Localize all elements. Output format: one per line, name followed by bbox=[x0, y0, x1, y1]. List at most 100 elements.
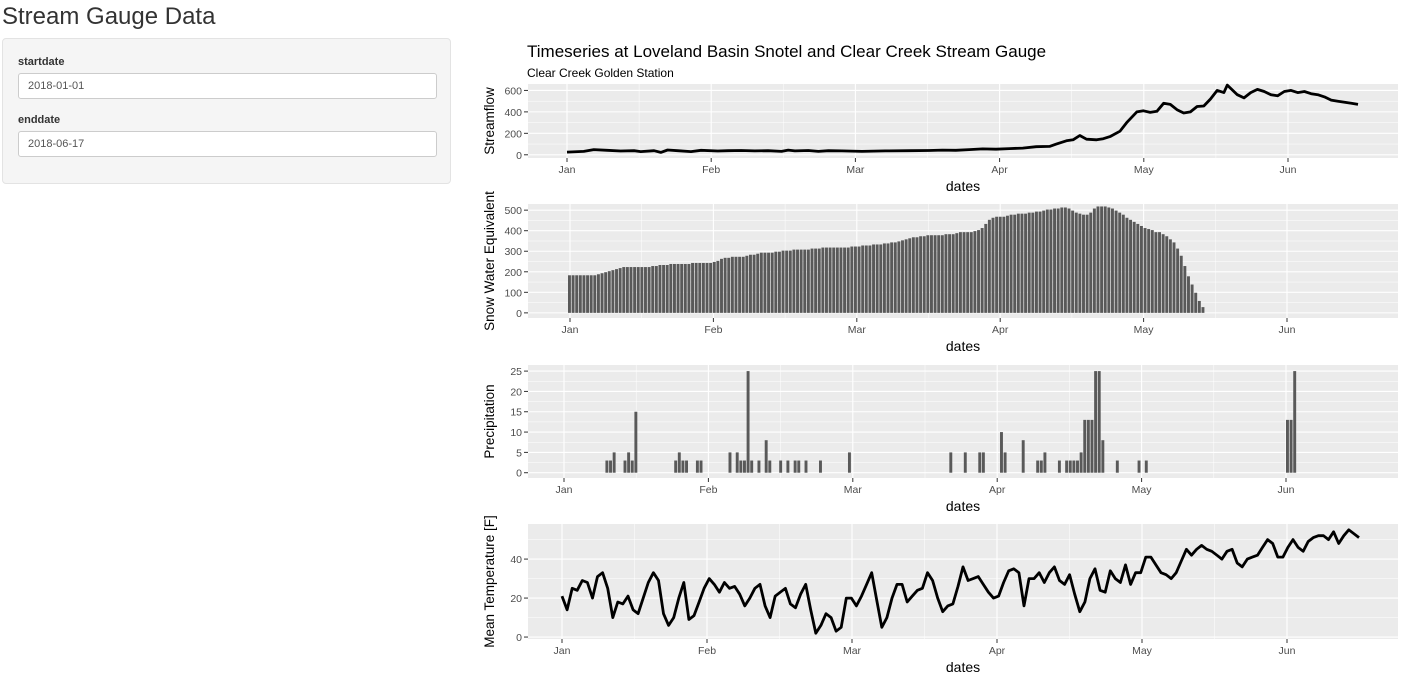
bar bbox=[1103, 206, 1107, 313]
bar bbox=[904, 239, 908, 313]
bar bbox=[1003, 452, 1007, 473]
bar bbox=[1076, 460, 1079, 473]
x-tick-label: May bbox=[1134, 164, 1155, 176]
bar bbox=[586, 275, 590, 313]
bar bbox=[1289, 419, 1293, 473]
bar bbox=[948, 234, 952, 313]
bar bbox=[1094, 371, 1098, 473]
bar bbox=[908, 238, 912, 313]
bar bbox=[709, 262, 713, 313]
bar bbox=[630, 460, 634, 473]
bar bbox=[1060, 207, 1064, 313]
y-tick-label: 200 bbox=[504, 267, 522, 279]
bar bbox=[819, 460, 822, 473]
bar bbox=[735, 452, 739, 473]
bar bbox=[727, 257, 731, 313]
bar bbox=[1086, 419, 1090, 473]
bar bbox=[658, 265, 662, 313]
x-tick-label: Feb bbox=[702, 164, 720, 176]
startdate-input[interactable] bbox=[18, 73, 437, 99]
bar bbox=[768, 460, 772, 473]
bar bbox=[633, 267, 637, 313]
bar bbox=[651, 266, 655, 313]
bar bbox=[752, 254, 756, 313]
x-tick-label: Apr bbox=[991, 164, 1008, 176]
x-tick-label: May bbox=[1132, 645, 1153, 657]
bar bbox=[955, 233, 959, 313]
enddate-input[interactable] bbox=[18, 131, 437, 157]
bar bbox=[1078, 213, 1082, 313]
bar bbox=[644, 267, 647, 313]
bar bbox=[746, 371, 750, 473]
x-tick-label: Jun bbox=[1279, 324, 1296, 336]
bar bbox=[568, 275, 571, 313]
x-tick-label: Apr bbox=[989, 484, 1006, 496]
bar bbox=[1101, 440, 1105, 473]
bar bbox=[1039, 460, 1043, 473]
x-tick-label: Feb bbox=[704, 324, 722, 336]
bar bbox=[962, 232, 966, 313]
bar bbox=[1056, 208, 1060, 313]
bar bbox=[978, 452, 982, 473]
bar bbox=[793, 460, 797, 473]
bar bbox=[1013, 214, 1017, 313]
bar bbox=[1293, 371, 1297, 473]
bar bbox=[662, 265, 666, 313]
bar bbox=[949, 452, 953, 473]
bar bbox=[1118, 212, 1122, 313]
bar bbox=[609, 460, 612, 473]
x-axis-title: dates bbox=[946, 498, 980, 514]
bar bbox=[1115, 460, 1119, 473]
bar bbox=[832, 247, 836, 313]
bar bbox=[705, 262, 709, 313]
bar bbox=[774, 251, 778, 313]
bar bbox=[1045, 209, 1049, 313]
enddate-label: enddate bbox=[18, 114, 61, 126]
y-tick-label: 0 bbox=[516, 468, 522, 480]
bar bbox=[785, 250, 789, 313]
bar bbox=[677, 452, 681, 473]
bar bbox=[797, 460, 801, 473]
x-tick-label: Jun bbox=[1279, 645, 1296, 657]
bar bbox=[1053, 208, 1056, 313]
bar bbox=[969, 232, 973, 313]
bar bbox=[847, 452, 851, 473]
bar bbox=[1143, 228, 1147, 313]
y-axis-title: Precipitation bbox=[482, 384, 497, 458]
x-tick-label: May bbox=[1134, 324, 1155, 336]
bar bbox=[973, 231, 977, 313]
bar bbox=[810, 248, 814, 313]
bar bbox=[654, 266, 658, 313]
bar bbox=[1063, 207, 1067, 313]
bar bbox=[786, 460, 790, 473]
bar bbox=[984, 223, 988, 313]
bar bbox=[589, 275, 593, 313]
bar bbox=[1002, 216, 1006, 313]
bar bbox=[1154, 232, 1158, 313]
bar bbox=[1031, 212, 1035, 313]
bar bbox=[828, 247, 832, 313]
bar bbox=[987, 219, 991, 313]
bar bbox=[665, 265, 669, 313]
bar bbox=[1072, 460, 1076, 473]
bar bbox=[937, 235, 941, 313]
bar bbox=[792, 249, 796, 313]
bar bbox=[1009, 214, 1013, 313]
startdate-label: startdate bbox=[18, 56, 65, 68]
bar bbox=[897, 241, 901, 313]
bar bbox=[998, 216, 1002, 313]
bar bbox=[821, 247, 825, 313]
bar bbox=[629, 267, 633, 313]
x-tick-label: Jan bbox=[562, 324, 579, 336]
bar bbox=[799, 249, 803, 313]
bar bbox=[607, 271, 611, 313]
bar bbox=[698, 262, 702, 313]
bar bbox=[1176, 248, 1180, 313]
chart-title: Timeseries at Loveland Basin Snotel and … bbox=[527, 42, 1046, 61]
mean-temperature-chart: 0 20 40 Jan Feb Mar Apr May Jun dates Mean Tempera… bbox=[482, 515, 1398, 675]
bar bbox=[1006, 215, 1009, 313]
bar bbox=[699, 460, 703, 473]
y-tick-label: 500 bbox=[504, 205, 522, 217]
bar bbox=[687, 263, 691, 313]
bar bbox=[763, 252, 767, 313]
